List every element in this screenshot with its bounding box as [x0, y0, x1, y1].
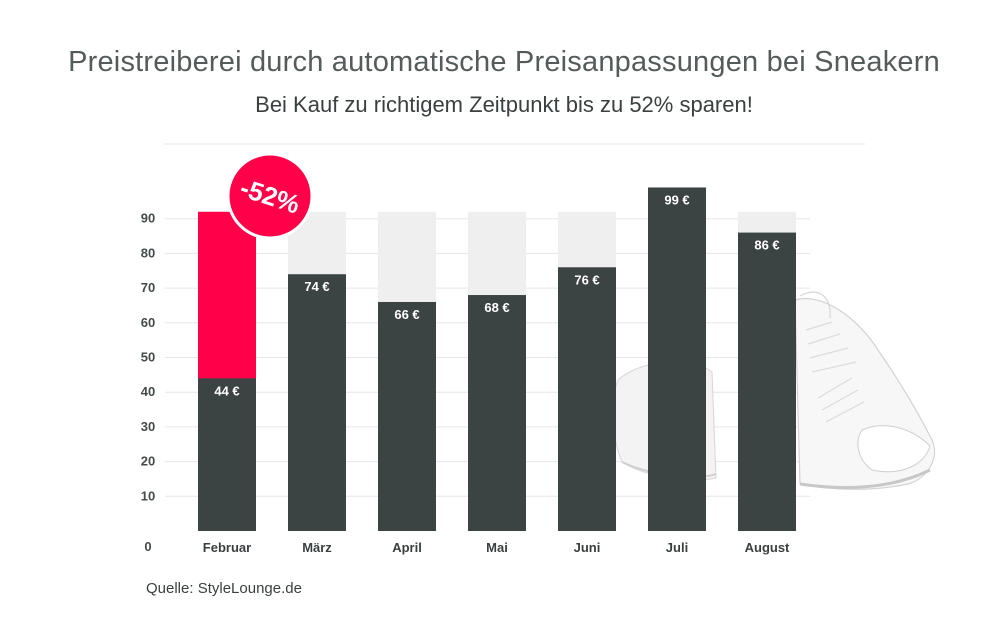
x-tick-label: Februar — [203, 540, 251, 555]
y-tick-label: 30 — [141, 419, 155, 434]
data-label: 68 € — [484, 300, 509, 315]
x-tick-label: April — [392, 540, 422, 555]
bar — [198, 378, 256, 531]
y-tick-label: 80 — [141, 245, 155, 260]
data-labels: 44 € 74 € 66 € 68 € 76 € 99 € 86 € — [214, 192, 779, 398]
y-tick-label: 20 — [141, 454, 155, 469]
source-note: Quelle: StyleLounge.de — [146, 580, 302, 597]
x-tick-label: Juni — [574, 540, 601, 555]
bar — [378, 301, 436, 531]
bar — [738, 232, 796, 531]
discount-badge: -52% — [226, 152, 314, 240]
x-axis: Februar März April Mai Juni Juli August — [203, 540, 790, 555]
x-tick-label: Juli — [666, 540, 688, 555]
y-tick-label: 60 — [141, 315, 155, 330]
data-label: 74 € — [304, 279, 329, 294]
bar — [648, 187, 706, 531]
bars — [198, 187, 796, 531]
y-tick-label: 0 — [144, 539, 151, 554]
y-tick-label: 50 — [141, 350, 155, 365]
data-label: 66 € — [394, 307, 419, 322]
data-label: 99 € — [664, 192, 689, 207]
chart-title: Preistreiberei durch automatische Preisa… — [68, 46, 940, 78]
x-tick-label: Mai — [486, 540, 508, 555]
data-label: 76 € — [574, 272, 599, 287]
chart-subtitle: Bei Kauf zu richtigem Zeitpunkt bis zu 5… — [255, 92, 753, 117]
y-tick-label: 70 — [141, 280, 155, 295]
bar — [468, 295, 526, 531]
bar — [558, 267, 616, 531]
x-tick-label: August — [745, 540, 790, 555]
y-axis: 0 10 20 30 40 50 60 70 80 90 — [141, 211, 155, 554]
data-label: 44 € — [214, 383, 239, 398]
x-tick-label: März — [302, 540, 332, 555]
y-tick-label: 90 — [141, 211, 155, 226]
data-label: 86 € — [754, 238, 779, 253]
y-tick-label: 10 — [141, 488, 155, 503]
y-tick-label: 40 — [141, 384, 155, 399]
bar — [288, 274, 346, 531]
